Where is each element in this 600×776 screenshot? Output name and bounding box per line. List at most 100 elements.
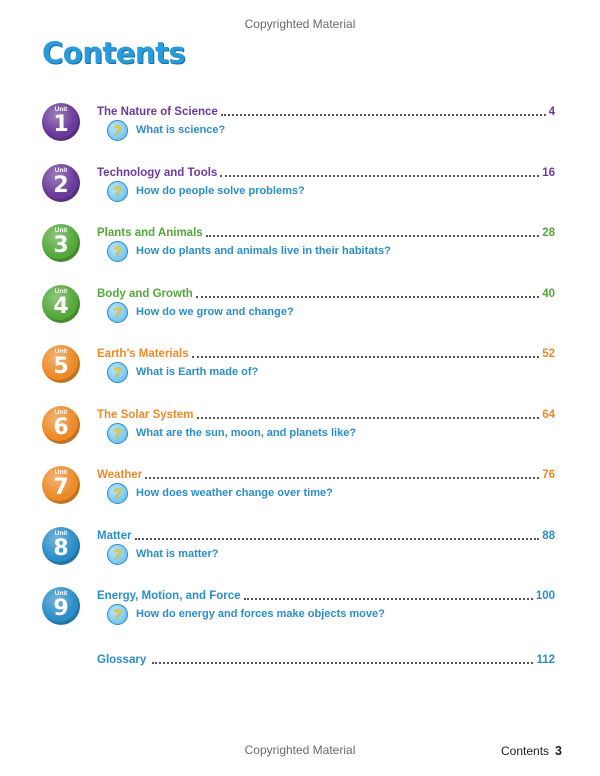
unit-badge: Unit 2 bbox=[42, 164, 80, 202]
unit-entry[interactable]: Unit 6 The Solar System 64? What are the sun… bbox=[0, 406, 600, 466]
unit-title-row[interactable]: Body and Growth 40 bbox=[97, 285, 555, 301]
big-question: ? How does weather change over time? bbox=[107, 482, 333, 504]
unit-badge: Unit 4 bbox=[42, 285, 80, 323]
leader-dots bbox=[152, 661, 534, 664]
unit-entry[interactable]: Unit 2 Technology and Tools 16? How do peopl… bbox=[0, 164, 600, 224]
leader-dots bbox=[196, 416, 540, 419]
watermark-top: Copyrighted Material bbox=[244, 17, 356, 31]
leader-dots bbox=[134, 537, 540, 540]
big-question: ? How do energy and forces make objects m… bbox=[107, 603, 385, 625]
unit-title: Energy, Motion, and Force bbox=[97, 590, 241, 602]
unit-number: 7 bbox=[53, 475, 69, 500]
unit-page-number: 16 bbox=[542, 167, 555, 179]
unit-title-row[interactable]: Weather 76 bbox=[97, 466, 555, 482]
unit-title-row[interactable]: Energy, Motion, and Force 100 bbox=[97, 587, 555, 603]
leader-dots bbox=[195, 295, 540, 298]
unit-badge-label: Unit bbox=[54, 409, 68, 416]
unit-page-number: 64 bbox=[542, 409, 555, 421]
unit-number: 2 bbox=[53, 173, 69, 198]
big-question-text: What is science? bbox=[136, 124, 226, 136]
unit-badge: Unit 5 bbox=[42, 345, 80, 383]
glossary-row[interactable]: Glossary 112 bbox=[97, 651, 555, 667]
unit-page-number: 52 bbox=[542, 348, 555, 360]
big-question-text: How does weather change over time? bbox=[136, 487, 333, 499]
big-question-text: What is Earth made of? bbox=[136, 366, 259, 378]
unit-number: 6 bbox=[53, 415, 69, 440]
unit-title: Matter bbox=[97, 530, 132, 542]
page-title: Contents bbox=[42, 36, 186, 70]
question-mark-icon: ? bbox=[107, 543, 128, 565]
unit-badge-label: Unit bbox=[54, 288, 68, 295]
unit-entry[interactable]: Unit 3 Plants and Animals 28? How do plants … bbox=[0, 224, 600, 284]
big-question: ? How do people solve problems? bbox=[107, 180, 305, 202]
big-question-text: What are the sun, moon, and planets like… bbox=[136, 427, 357, 439]
big-question-text: How do energy and forces make objects mo… bbox=[136, 608, 385, 620]
unit-entry[interactable]: Unit 9 Energy, Motion, and Force 100 ? How do… bbox=[0, 587, 600, 647]
big-question: ? What are the sun, moon, and planets lik… bbox=[107, 422, 356, 444]
watermark-bottom: Copyrighted Material bbox=[244, 743, 356, 757]
unit-entry[interactable]: Unit 5 Earth’s Materials 52? What is Earth m… bbox=[0, 345, 600, 405]
unit-title: The Nature of Science bbox=[97, 106, 218, 118]
unit-number: 5 bbox=[53, 354, 69, 379]
unit-page-number: 40 bbox=[542, 288, 555, 300]
unit-title-row[interactable]: The Solar System 64 bbox=[97, 406, 555, 422]
unit-badge: Unit 1 bbox=[42, 103, 80, 141]
unit-page-number: 4 bbox=[548, 106, 555, 118]
unit-number: 3 bbox=[53, 233, 69, 258]
unit-page-number: 88 bbox=[542, 530, 555, 542]
unit-title: Body and Growth bbox=[97, 288, 193, 300]
unit-number: 1 bbox=[53, 112, 69, 137]
unit-number: 9 bbox=[53, 596, 69, 621]
unit-page-number: 76 bbox=[542, 469, 555, 481]
big-question-text: What is matter? bbox=[136, 548, 219, 560]
unit-badge-label: Unit bbox=[54, 348, 68, 355]
unit-entry[interactable]: Unit 4 Body and Growth 40 ? How do we grow an… bbox=[0, 285, 600, 345]
footer-page-number: 3 bbox=[555, 744, 562, 758]
unit-badge: Unit 3 bbox=[42, 224, 80, 262]
leader-dots bbox=[205, 234, 540, 237]
question-mark-icon: ? bbox=[107, 180, 128, 202]
leader-dots bbox=[191, 355, 540, 358]
unit-page-number: 28 bbox=[542, 227, 555, 239]
question-mark-icon: ? bbox=[107, 422, 128, 444]
glossary-title: Glossary bbox=[97, 654, 147, 666]
unit-badge: Unit 6 bbox=[42, 406, 80, 444]
unit-title: Plants and Animals bbox=[97, 227, 203, 239]
question-mark-icon: ? bbox=[107, 240, 128, 262]
unit-title-row[interactable]: Earth’s Materials 52 bbox=[97, 345, 555, 361]
unit-title-row[interactable]: Plants and Animals 28 bbox=[97, 224, 555, 240]
unit-number: 4 bbox=[53, 294, 69, 319]
unit-badge-label: Unit bbox=[54, 469, 68, 476]
unit-title-row[interactable]: Matter 88 bbox=[97, 527, 555, 543]
unit-badge-label: Unit bbox=[54, 590, 68, 597]
big-question: ? What is matter? bbox=[107, 543, 219, 565]
unit-title: Earth’s Materials bbox=[97, 348, 189, 360]
unit-badge-label: Unit bbox=[54, 530, 68, 537]
question-mark-icon: ? bbox=[107, 361, 128, 383]
big-question-text: How do we grow and change? bbox=[136, 306, 294, 318]
big-question: ? How do we grow and change? bbox=[107, 301, 294, 323]
big-question-text: How do plants and animals live in their … bbox=[136, 245, 391, 257]
big-question-text: How do people solve problems? bbox=[136, 185, 305, 197]
unit-title: The Solar System bbox=[97, 409, 194, 421]
page-footer: Contents 3 bbox=[480, 744, 562, 758]
unit-badge: Unit 8 bbox=[42, 527, 80, 565]
unit-badge: Unit 7 bbox=[42, 466, 80, 504]
leader-dots bbox=[243, 597, 533, 600]
unit-title-row[interactable]: The Nature of Science 4 bbox=[97, 103, 555, 119]
unit-title: Weather bbox=[97, 469, 143, 481]
footer-label: Contents bbox=[501, 744, 550, 758]
unit-badge: Unit 9 bbox=[42, 587, 80, 625]
unit-entry[interactable]: Unit 7 Weather 76 ? How does weather change o… bbox=[0, 466, 600, 526]
unit-entry[interactable]: Unit 8 Matter 88? What is matter? bbox=[0, 527, 600, 587]
unit-badge-label: Unit bbox=[54, 106, 68, 113]
big-question: ? How do plants and animals live in their… bbox=[107, 240, 391, 262]
unit-number: 8 bbox=[53, 536, 69, 561]
unit-badge-label: Unit bbox=[54, 227, 68, 234]
unit-entry[interactable]: Unit 1 The Nature of Science 4? What is scie… bbox=[0, 103, 600, 163]
unit-page-number: 100 bbox=[535, 590, 555, 602]
unit-title-row[interactable]: Technology and Tools 16 bbox=[97, 164, 555, 180]
leader-dots bbox=[220, 113, 546, 116]
question-mark-icon: ? bbox=[107, 119, 128, 141]
unit-title: Technology and Tools bbox=[97, 167, 218, 179]
